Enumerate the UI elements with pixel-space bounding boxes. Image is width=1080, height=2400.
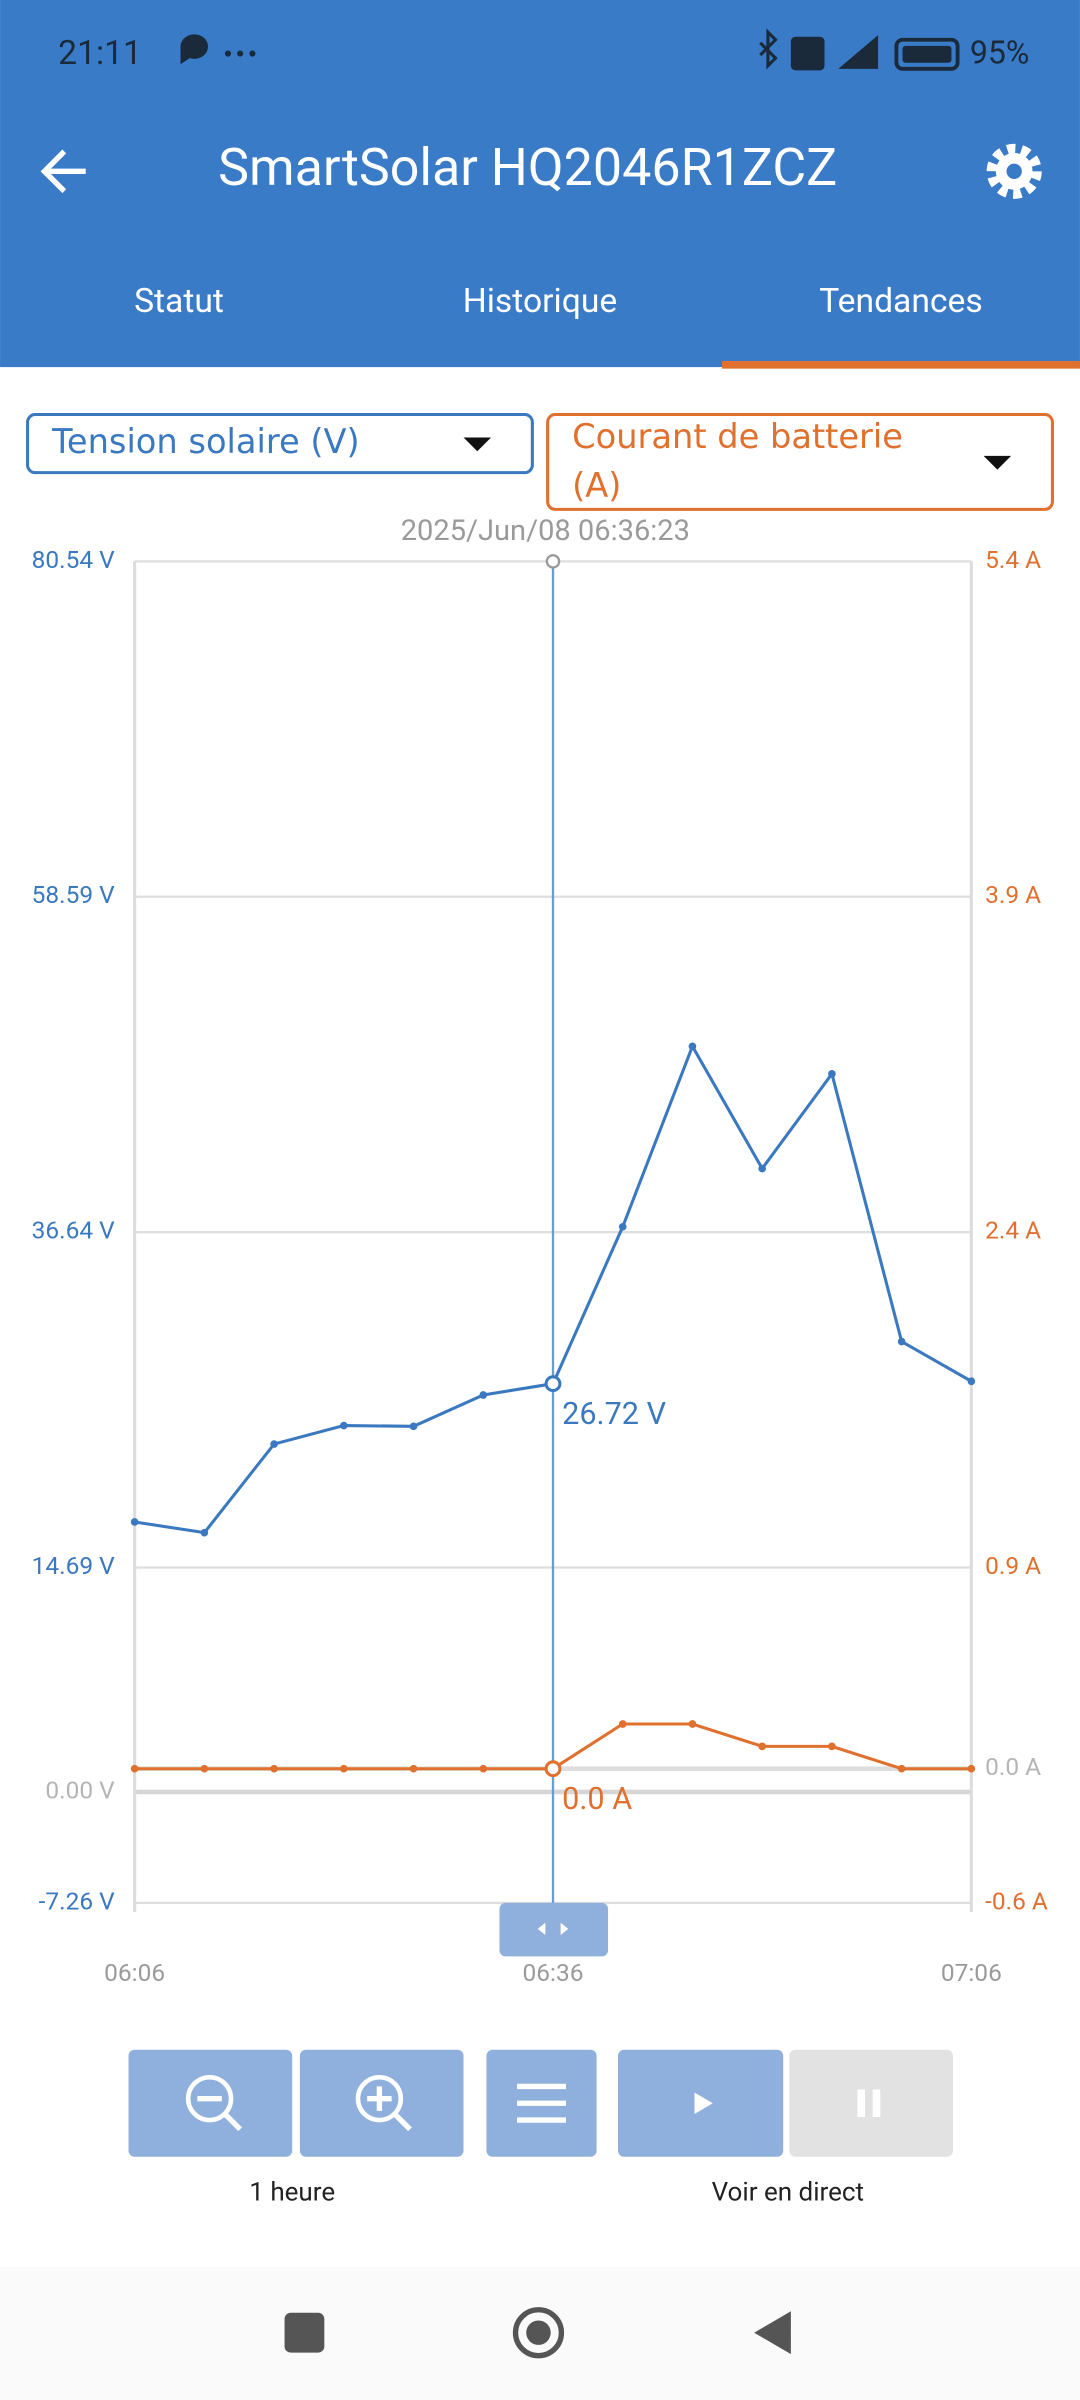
battery-icon [894, 37, 960, 71]
dropdown-label: Tension solaire (V) [52, 423, 360, 462]
data-point [200, 1528, 209, 1537]
y-tick-label: 58.59 V [32, 880, 116, 909]
data-point [409, 1422, 418, 1431]
icon [185, 2074, 234, 2123]
dot [237, 50, 244, 57]
dot [224, 50, 232, 57]
y2-tick-label: 5.4 A [985, 545, 1041, 574]
data-point [967, 1764, 976, 1773]
data-point [340, 1764, 348, 1773]
app-bar [0, 0, 1080, 368]
controls: 1 heure Voir en direct [128, 2049, 954, 2207]
y2-tick-label: -0.6 A [985, 1886, 1048, 1915]
gear-hole [1006, 163, 1022, 179]
x-tick-label: 06:36 [523, 1958, 584, 1987]
pause-button[interactable] [789, 2049, 954, 2157]
tab[interactable]: Statut [134, 282, 224, 321]
data-point [828, 1070, 836, 1078]
data-point [618, 1222, 627, 1231]
icon [197, 2095, 243, 2132]
dot [249, 50, 256, 57]
y-tick-label: 80.54 V [32, 545, 116, 574]
data-point [270, 1440, 278, 1448]
y2-tick-label: 3.9 A [985, 880, 1041, 909]
data-point [758, 1164, 767, 1173]
chart: -7.26 V 0.00 V 14.69 V 36.64 V 58.59 V 80.54 … [32, 514, 1048, 1987]
data-point [130, 1518, 139, 1526]
tab[interactable]: Tendances [819, 282, 983, 321]
volte-icon [790, 36, 825, 71]
data-point [340, 1421, 348, 1430]
dropdown[interactable] [26, 413, 534, 475]
y-tick-label: 0.00 V [45, 1775, 115, 1804]
data-point [409, 1764, 418, 1773]
data-point [479, 1391, 488, 1399]
nav-home-dot [526, 2320, 551, 2345]
bluetooth-icon [759, 28, 778, 70]
cursor-top [545, 554, 561, 569]
data-point [544, 1760, 562, 1778]
data-point [200, 1764, 209, 1773]
dropdown-label: Courant de batterie (A) [572, 419, 903, 507]
header-title: SmartSolar HQ2046R1ZCZ [218, 137, 837, 198]
icon [694, 2092, 713, 2114]
y2-tick-label: 2.4 A [985, 1216, 1041, 1245]
data-point [897, 1337, 906, 1346]
icon [857, 2089, 881, 2118]
data-point [688, 1720, 697, 1728]
zoom-out-button[interactable] [128, 2049, 293, 2157]
nav-home[interactable] [512, 2307, 565, 2359]
data-point [130, 1764, 139, 1773]
back-button[interactable] [40, 149, 86, 194]
data-point [479, 1764, 488, 1773]
message-icon [180, 34, 209, 65]
icon [367, 2086, 412, 2132]
tab[interactable]: Historique [463, 282, 617, 321]
value-label: 26.72 V [562, 1397, 666, 1432]
y2-tick-label: 0.0 A [985, 1752, 1041, 1781]
live-label: Voir en direct [712, 2177, 864, 2207]
y-tick-label: -7.26 V [39, 1886, 116, 1915]
dropdown-arrow [463, 437, 492, 452]
cursor-handle [499, 1902, 609, 1957]
tab-indicator [722, 360, 1080, 369]
y2-tick-label: 0.9 A [985, 1551, 1041, 1580]
status-time: 21:11 [58, 34, 142, 73]
icon [517, 2083, 567, 2123]
dropdown-text-box: Courant de batterie (A) [572, 419, 903, 507]
data-point [897, 1764, 906, 1773]
nav-back[interactable] [754, 2311, 791, 2355]
dropdown-text-box: Tension solaire (V) [52, 423, 360, 462]
value-label: 0.0 A [562, 1782, 632, 1817]
x-tick-label: 06:06 [104, 1958, 165, 1987]
data-point [688, 1042, 697, 1051]
data-point [618, 1720, 627, 1728]
x-tick-label: 07:06 [941, 1958, 1002, 1987]
battery-level [902, 45, 952, 63]
data-point [758, 1742, 767, 1751]
nav-recents[interactable] [284, 2312, 325, 2353]
icon [355, 2074, 404, 2123]
y-tick-label: 14.69 V [32, 1551, 116, 1580]
data-point [270, 1764, 278, 1773]
data-point [828, 1742, 836, 1751]
dropdown[interactable] [546, 413, 1054, 511]
cursor-label: 2025/Jun/08 06:36:23 [401, 514, 690, 548]
data-point [967, 1377, 976, 1386]
zoom-label: 1 heure [249, 2177, 335, 2207]
data-point [544, 1375, 562, 1393]
dropdown-arrow [983, 455, 1012, 470]
battery-percent: 95% [970, 34, 1030, 72]
y-tick-label: 36.64 V [32, 1216, 116, 1245]
